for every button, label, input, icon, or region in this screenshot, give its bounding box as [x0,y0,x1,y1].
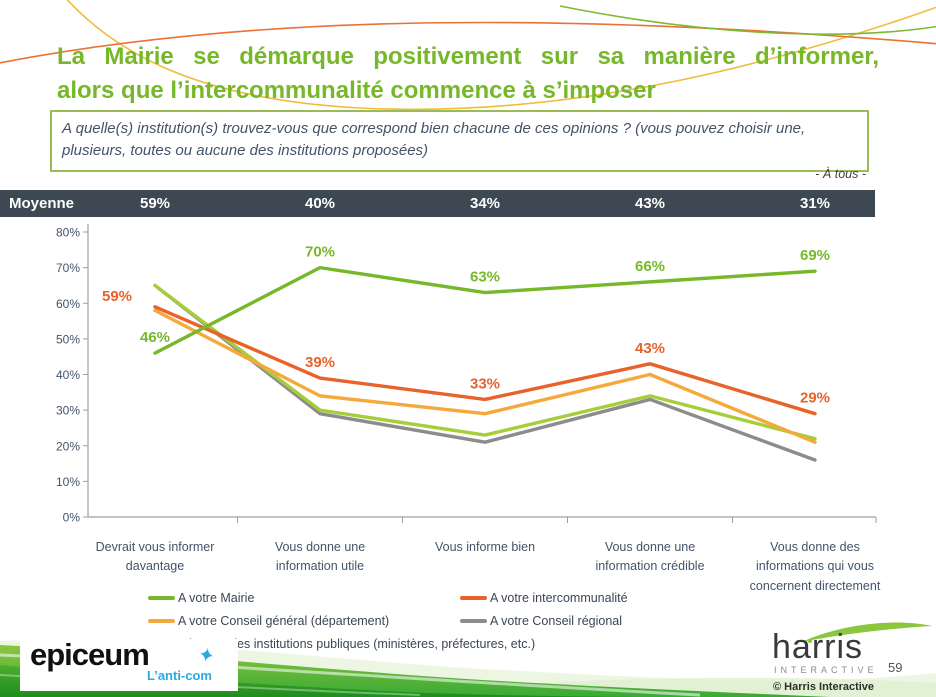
harris-swoosh-icon [802,622,932,643]
x-axis-category-label: Devrait vous informer davantage [95,540,215,574]
data-label: 59% [102,288,132,305]
legend-swatch-icon [460,618,487,623]
y-axis-tick-label: 0% [63,511,81,525]
average-value: 43% [634,195,666,212]
copyright-text: © Harris Interactive [773,681,875,693]
decorative-top-curves [0,0,936,111]
page-number: 59 [888,660,903,675]
average-value: 31% [799,195,831,212]
x-axis-category-label: Vous donne une information utile [274,540,366,574]
harris-logo-text: harris [772,628,864,666]
epiceum-logo-text: epiceum [30,637,150,672]
y-axis-tick-label: 30% [56,404,80,418]
y-axis-tick-label: 60% [56,297,80,311]
page-title-line1: La Mairie se démarque positivement sur s… [57,43,879,70]
epiceum-logo: epiceum ✦ L’anti-com [20,637,238,691]
harris-logo: harris INTERACTIVE [768,630,936,675]
y-axis-tick-label: 20% [56,439,80,453]
line-chart: 0% 10% 20% 30% 40% 50% 60% 70% 80% 46% 70% 63% 66% 69… [56,224,877,525]
legend-item: A votre Conseil régional [460,614,622,630]
legend-label: A votre Conseil général (département) [178,614,390,628]
average-row-label: Moyenne [9,195,75,212]
y-axis-tick-label: 40% [56,368,80,382]
series-line [153,283,817,462]
legend-label: A votre Conseil régional [490,614,623,628]
y-axis-tick-label: 70% [56,261,80,275]
data-label: 33% [470,375,500,392]
y-axis-tick-label: 80% [56,226,80,240]
audience-note: - À tous - [815,167,866,181]
series-line [153,305,817,416]
legend-item: A votre Conseil général (département) [148,614,389,630]
x-axis-category-label: Vous informe bien [434,540,536,554]
data-label: 69% [800,247,830,264]
legend-swatch-icon [148,618,175,623]
x-axis-category-label: Vous donne des informations qui vous con… [749,540,881,593]
data-label: 29% [800,390,830,407]
legend-item: A votre intercommunalité [460,591,628,607]
legend-swatch-icon [460,595,487,600]
legend-label: A votre intercommunalité [490,591,628,605]
data-label: 39% [305,354,335,371]
legend-swatch-icon [148,595,175,600]
data-label: 43% [635,340,665,357]
question-box: A quelle(s) institution(s) trouvez-vous … [50,110,869,172]
average-value: 34% [469,195,501,212]
series-line [153,308,817,444]
legend-item: A votre Mairie [148,591,254,607]
average-value: 59% [139,195,171,212]
series-line [153,265,817,355]
epiceum-star-icon: ✦ [195,643,217,669]
page-title-line2: alors que l’intercommunalité commence à … [57,77,656,104]
data-label: 63% [470,269,500,286]
y-axis-tick-label: 50% [56,332,80,346]
page-title: La Mairie se démarque positivement sur s… [57,40,879,108]
average-row: Moyenne 59% 40% 34% 43% 31% [0,190,875,217]
data-label: 66% [635,258,665,275]
harris-logo-subtext: INTERACTIVE [774,665,878,675]
y-axis-tick-label: 10% [56,475,80,489]
epiceum-tagline: L’anti-com [146,668,212,683]
legend-label: A l’Etat et les institutions publiques (… [178,637,536,651]
data-label: 70% [305,244,335,261]
x-axis-category-label: Vous donne une information crédible [595,540,705,574]
legend-label: A votre Mairie [178,591,255,605]
average-value: 40% [304,195,336,212]
data-label: 46% [140,329,170,346]
question-text: A quelle(s) institution(s) trouvez-vous … [62,120,806,159]
